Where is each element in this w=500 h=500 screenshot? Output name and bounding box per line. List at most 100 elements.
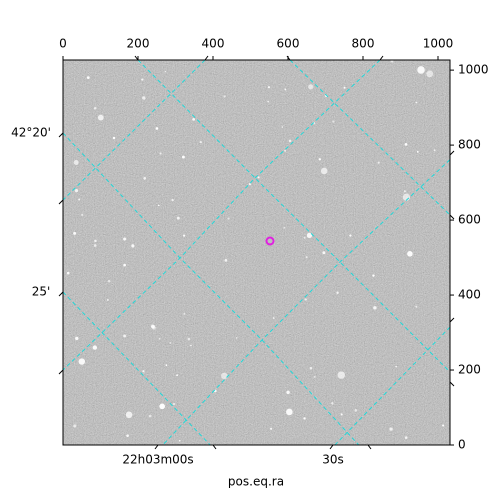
star [390, 60, 394, 63]
star [257, 176, 260, 179]
star [322, 251, 326, 255]
world-grid-line [162, 158, 450, 445]
star [395, 365, 397, 368]
star [176, 216, 180, 220]
star [372, 274, 375, 277]
world-grid-line [63, 132, 360, 445]
star [404, 436, 408, 439]
star [309, 366, 313, 370]
star [267, 86, 271, 89]
star [142, 96, 146, 100]
star [224, 259, 228, 262]
star [73, 231, 77, 235]
star [433, 149, 436, 152]
star [303, 417, 306, 420]
star [416, 150, 419, 153]
star [123, 263, 126, 267]
star [227, 217, 230, 220]
star [148, 414, 152, 418]
x-tick-label: 600 [277, 37, 300, 51]
star [373, 306, 377, 310]
star [404, 142, 408, 146]
x-tick-label: 200 [127, 37, 150, 51]
x-axis-label: pos.eq.ra [228, 475, 284, 489]
world-grid-line [137, 60, 450, 373]
star [426, 70, 434, 78]
star [178, 439, 181, 442]
star [182, 234, 186, 237]
star [78, 358, 86, 365]
star [332, 120, 335, 123]
star [164, 70, 167, 73]
star [442, 424, 445, 427]
y-tick-label: 400 [458, 288, 481, 302]
star [337, 371, 346, 379]
star [223, 95, 226, 98]
star [78, 198, 81, 201]
star [157, 204, 160, 207]
star [190, 344, 192, 347]
star [143, 177, 147, 180]
star [142, 370, 145, 373]
star [318, 158, 322, 161]
star [283, 226, 286, 229]
star [126, 434, 129, 438]
star [74, 189, 79, 193]
star [123, 334, 127, 338]
star [320, 167, 328, 175]
star [288, 139, 292, 143]
star [221, 372, 228, 380]
star [284, 88, 287, 91]
star [303, 236, 306, 239]
star [331, 402, 334, 405]
star [92, 345, 98, 350]
star [107, 279, 111, 283]
x-tick-label: 1000 [423, 37, 454, 51]
star [172, 402, 176, 406]
star [155, 127, 159, 130]
star [97, 114, 104, 121]
star [343, 86, 346, 89]
star [165, 364, 168, 367]
star [354, 409, 358, 412]
world-x-label: 30s [322, 453, 344, 467]
star [131, 244, 135, 248]
star [169, 342, 172, 344]
star [349, 234, 352, 237]
star [248, 182, 252, 186]
star [415, 101, 418, 104]
star [66, 271, 70, 275]
star [284, 149, 287, 152]
x-tick-label: 800 [352, 37, 375, 51]
star [269, 427, 273, 430]
star [389, 427, 393, 431]
star [159, 152, 162, 155]
world-grid-line [63, 291, 211, 445]
star [313, 375, 316, 378]
star [94, 239, 97, 243]
target-marker [265, 236, 275, 246]
world-grid-line [63, 60, 206, 201]
star [272, 317, 275, 319]
world-grid-line [334, 326, 450, 445]
star [417, 66, 425, 74]
star [340, 413, 343, 416]
y-tick-label: 800 [458, 138, 481, 152]
star [336, 291, 339, 294]
world-grid-line [289, 60, 450, 216]
star [281, 126, 284, 128]
star [171, 198, 174, 202]
world-y-label: 42°20' [11, 126, 51, 140]
star [192, 117, 196, 121]
star [123, 237, 127, 241]
world-grid-line [63, 60, 381, 371]
star [158, 338, 161, 340]
star [267, 100, 270, 103]
star [159, 403, 165, 410]
star [81, 213, 84, 216]
star [75, 336, 79, 341]
star [377, 161, 380, 164]
world-grid [63, 60, 450, 445]
star [112, 136, 116, 140]
